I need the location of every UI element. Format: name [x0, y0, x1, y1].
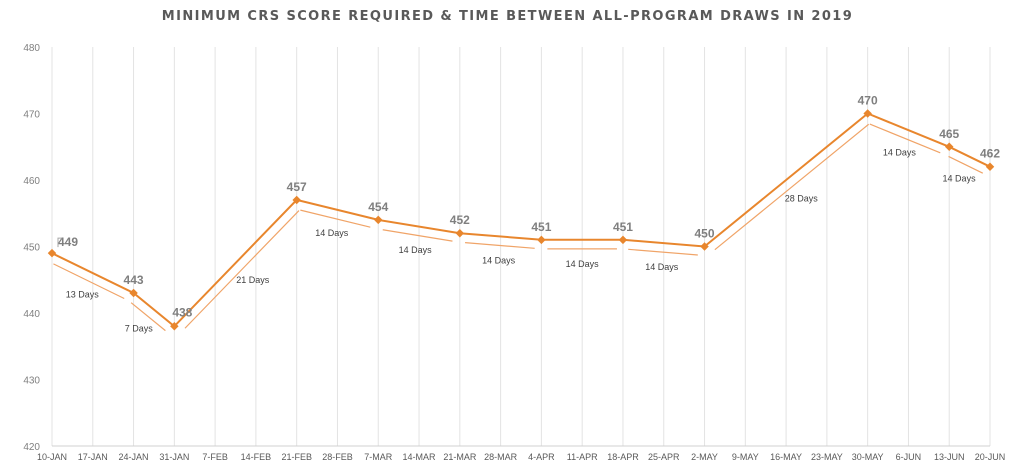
data-label-13-jun: 465	[939, 127, 959, 141]
data-label-20-jun: 462	[980, 147, 1000, 161]
x-tick-label-28-feb: 28-FEB	[322, 452, 353, 462]
x-tick-label-18-apr: 18-APR	[607, 452, 639, 462]
x-tick-label-20-jun: 20-JUN	[975, 452, 1006, 462]
interval-segment	[628, 248, 698, 256]
data-label-30-may: 470	[858, 94, 878, 108]
interval-label: 7 Days	[125, 323, 154, 333]
data-label-18-apr: 451	[613, 220, 633, 234]
data-point-4-apr	[537, 235, 546, 245]
data-label-21-feb: 457	[287, 180, 307, 194]
y-tick-label-440: 440	[23, 309, 40, 320]
data-point-21-feb	[292, 195, 301, 205]
interval-label: 14 Days	[399, 245, 433, 255]
x-tick-label-10-jan: 10-JAN	[37, 452, 67, 462]
y-tick-label-450: 450	[23, 243, 40, 254]
interval-label: 14 Days	[315, 228, 349, 238]
x-tick-label-17-jan: 17-JAN	[78, 452, 108, 462]
interval-segment	[382, 229, 453, 242]
interval-label: 14 Days	[645, 262, 679, 272]
data-point-7-mar	[374, 215, 383, 225]
interval-label: 13 Days	[66, 290, 100, 300]
data-label-31-jan: 438	[172, 305, 192, 319]
x-tick-label-11-apr: 11-APR	[567, 452, 598, 462]
y-tick-label-470: 470	[23, 110, 40, 121]
interval-segment	[184, 210, 300, 329]
interval-segment	[130, 302, 166, 332]
x-tick-label-23-may: 23-MAY	[811, 452, 843, 462]
data-point-13-jun	[944, 142, 954, 151]
x-tick-label-13-jun: 13-JUN	[934, 452, 965, 462]
series-line	[51, 112, 991, 328]
interval-label: 14 Days	[566, 259, 600, 269]
interval-segment	[869, 123, 941, 154]
x-tick-label-7-mar: 7-MAR	[364, 452, 393, 462]
x-tick-label-6-jun: 6-JUN	[896, 452, 922, 462]
x-tick-label-9-may: 9-MAY	[732, 452, 759, 462]
x-tick-label-21-mar: 21-MAR	[443, 452, 477, 462]
interval-segment	[465, 242, 535, 249]
x-tick-label-16-may: 16-MAY	[770, 452, 802, 462]
first-label-leader	[57, 237, 62, 248]
data-point-21-mar	[455, 228, 465, 238]
interval-label: 14 Days	[943, 173, 977, 183]
chart-title: MINIMUM CRS SCORE REQUIRED & TIME BETWEE…	[161, 9, 854, 24]
data-point-10-jan	[47, 248, 57, 258]
interval-segment	[53, 263, 125, 300]
y-tick-label-460: 460	[23, 176, 40, 187]
interval-segment	[948, 155, 984, 174]
data-point-18-apr	[618, 235, 628, 245]
x-tick-label-7-feb: 7-FEB	[202, 452, 228, 462]
x-tick-label-24-jan: 24-JAN	[119, 452, 149, 462]
data-label-7-mar: 454	[368, 200, 388, 214]
x-tick-label-31-jan: 31-JAN	[159, 452, 189, 462]
data-point-24-jan	[129, 288, 138, 298]
interval-segment	[300, 209, 371, 228]
x-tick-label-30-may: 30-MAY	[852, 452, 884, 462]
data-point-31-jan	[170, 322, 179, 331]
interval-segment	[714, 123, 870, 251]
x-tick-label-14-feb: 14-FEB	[241, 452, 272, 462]
y-tick-label-480: 480	[23, 43, 40, 54]
y-tick-label-430: 430	[23, 376, 40, 387]
x-tick-label-25-apr: 25-APR	[648, 452, 680, 462]
x-tick-label-4-apr: 4-APR	[528, 452, 555, 462]
data-label-24-jan: 443	[124, 273, 144, 287]
interval-label: 28 Days	[785, 194, 819, 204]
data-label-2-may: 450	[695, 227, 715, 241]
data-point-20-jun	[985, 162, 995, 171]
interval-label: 21 Days	[236, 275, 270, 285]
x-tick-label-2-may: 2-MAY	[691, 452, 718, 462]
x-tick-label-14-mar: 14-MAR	[403, 452, 437, 462]
x-tick-label-21-feb: 21-FEB	[281, 452, 312, 462]
data-label-21-mar: 452	[450, 213, 470, 227]
data-label-4-apr: 451	[531, 220, 551, 234]
y-tick-label-420: 420	[23, 442, 40, 453]
data-label-10-jan: 449	[58, 235, 78, 249]
interval-label: 14 Days	[883, 147, 917, 157]
interval-label: 14 Days	[482, 255, 516, 265]
x-tick-label-28-mar: 28-MAR	[484, 452, 518, 462]
